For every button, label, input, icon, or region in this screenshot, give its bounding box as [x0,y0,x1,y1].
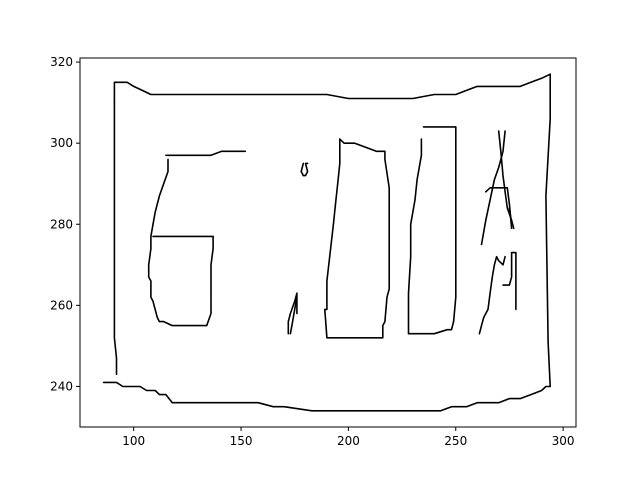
series-line-3 [545,73,552,388]
series-line-12 [422,126,457,323]
x-tick-label: 100 [122,434,145,448]
y-tick-label: 240 [50,379,73,393]
y-tick-label: 260 [50,298,73,312]
x-tick-label: 300 [552,434,575,448]
series-line-1 [113,101,118,376]
series-line-17 [502,251,517,311]
y-tick-label: 280 [50,217,73,231]
series-line-0 [113,73,552,104]
series-line-10 [323,138,391,339]
series-line-14 [480,130,506,246]
plot-frame [79,57,577,428]
series-line-9 [300,162,309,177]
y-axis-ticks: 240 260 280 300 320 [50,55,80,393]
series-line-5 [147,158,214,327]
series-line-7 [287,292,298,335]
series-line-16 [497,130,515,230]
series-layer [102,73,552,412]
y-tick-label: 300 [50,136,73,150]
series-line-13 [478,255,506,335]
y-tick-label: 320 [50,55,73,69]
series-line-8 [289,296,298,335]
x-tick-label: 150 [230,434,253,448]
series-line-2 [102,381,552,412]
series-line-18 [508,207,513,226]
series-line-4 [165,150,247,157]
x-tick-label: 200 [337,434,360,448]
x-axis-ticks: 100 150 200 250 300 [122,427,575,448]
series-line-11 [407,138,455,335]
x-tick-label: 250 [444,434,467,448]
series-line-15 [484,187,513,230]
